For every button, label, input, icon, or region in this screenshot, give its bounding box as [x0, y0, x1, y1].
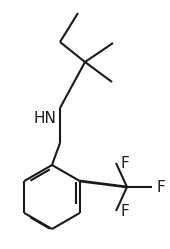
Text: F: F — [121, 203, 130, 219]
Text: F: F — [157, 180, 166, 194]
Text: F: F — [121, 155, 130, 171]
Text: HN: HN — [33, 111, 56, 125]
